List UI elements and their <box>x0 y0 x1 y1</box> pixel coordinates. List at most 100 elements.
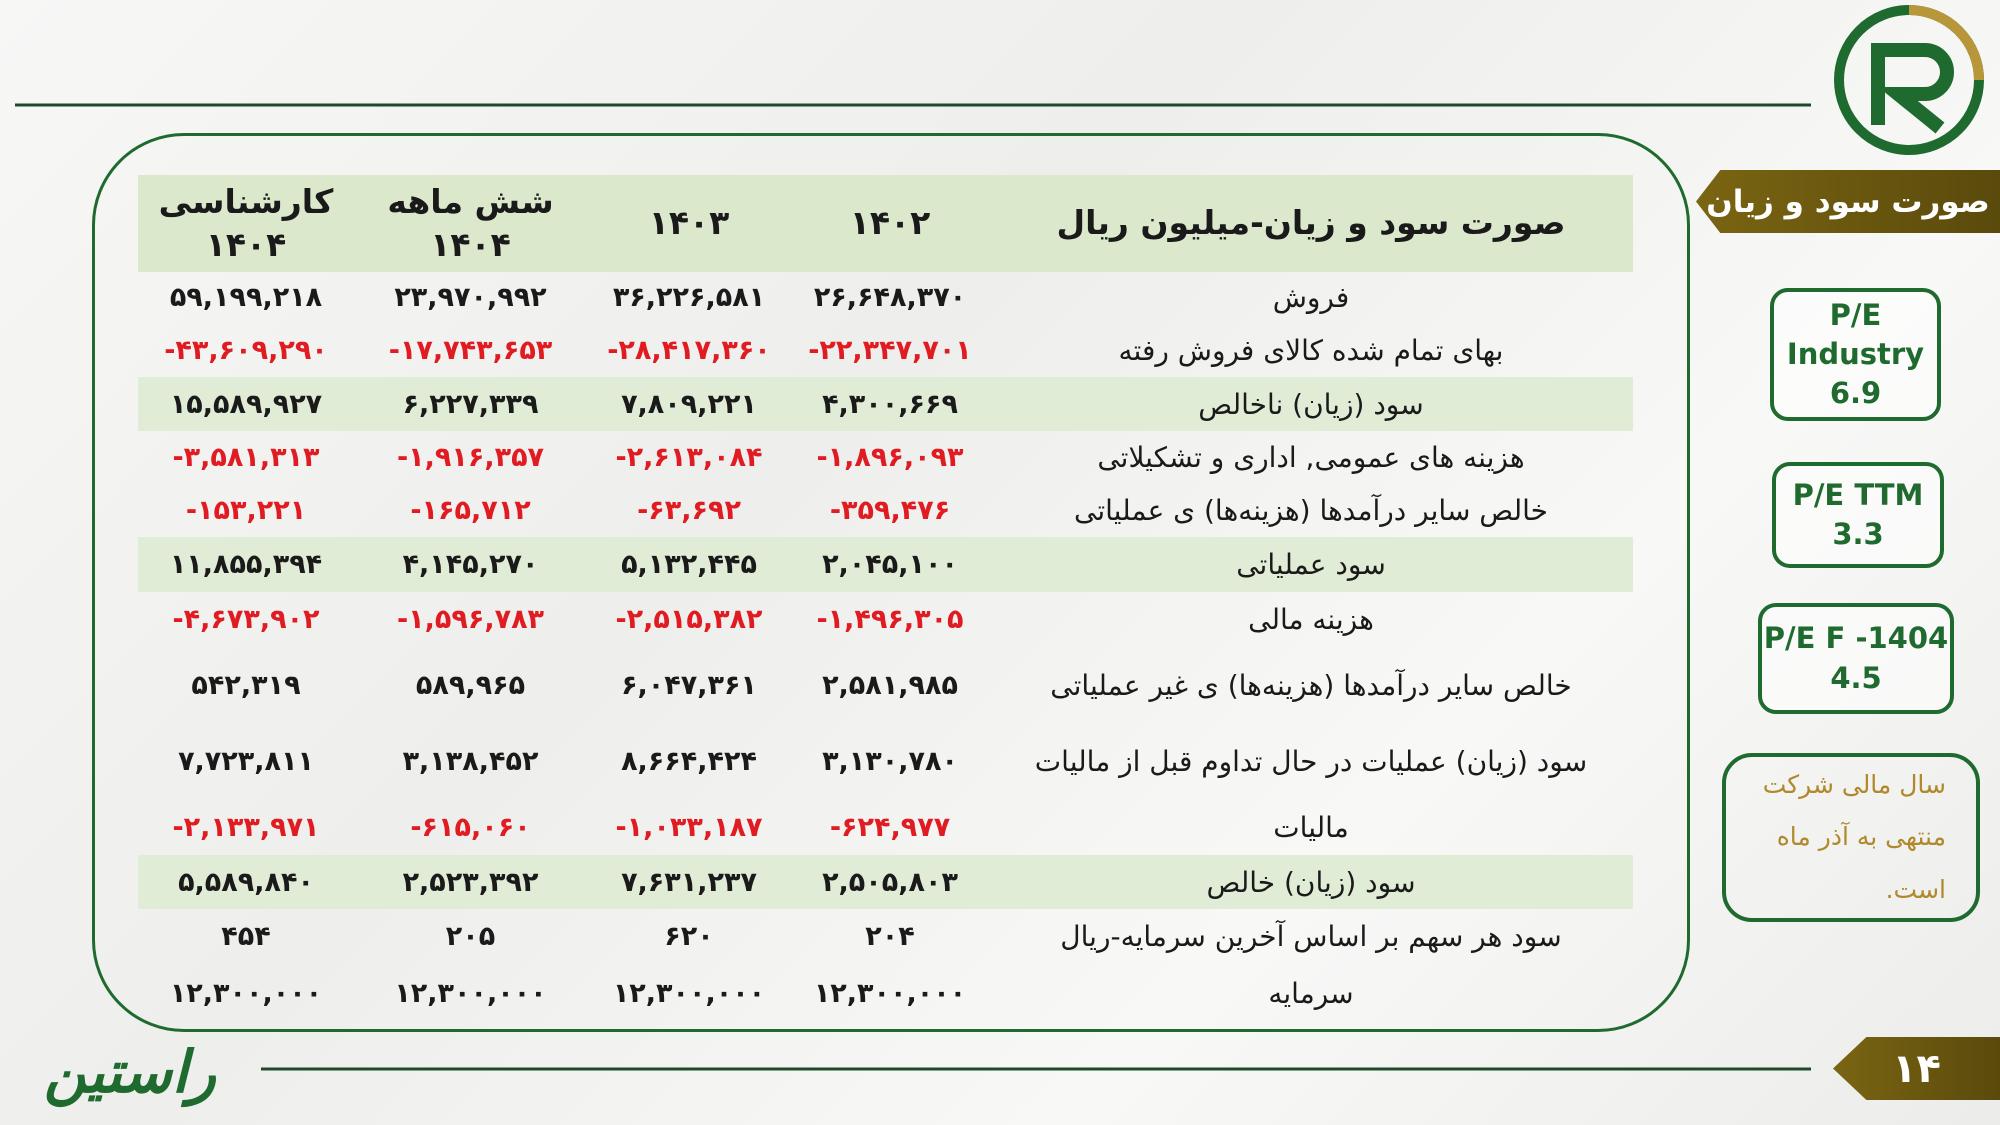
cell-value: ۷,۶۳۱,۲۳۷ <box>587 855 791 909</box>
cell-value: -۱,۸۹۶,۰۹۳ <box>816 441 964 473</box>
cell-value: ۳,۱۳۰,۷۸۰ <box>822 746 958 777</box>
table-row: مالیات -۶۲۴,۹۷۷ -۱,۰۳۳,۱۸۷ -۶۱۵,۰۶۰ -۲,۱۳۳,۹… <box>138 799 1633 855</box>
row-label: هزینه مالی <box>1248 602 1374 636</box>
page-number: ۱۴ <box>1833 1037 2000 1100</box>
cell-value: -۱,۴۹۶,۳۰۵ <box>816 603 964 635</box>
cell-value: -۱,۵۹۶,۷۸۳ <box>396 603 545 635</box>
table-row: هزینه مالی -۱,۴۹۶,۳۰۵ -۲,۵۱۵,۳۸۲ -۱,۵۹۶,۷۸۳… <box>138 592 1633 646</box>
pe-label: P/E TTM <box>1792 477 1924 512</box>
table-row: سود هر سهم بر اساس آخرین سرمایه-ریال ۲۰۴ ۶… <box>138 909 1633 963</box>
cell-value: -۴,۶۷۳,۹۰۲ <box>172 603 320 635</box>
cell-value: ۱۲,۳۰۰,۰۰۰ <box>612 977 766 1009</box>
pe-value: 4.5 <box>1830 660 1882 695</box>
pe-box: P/E TTM 3.3 <box>1772 462 1944 568</box>
cell-value: -۴۳,۶۰۹,۲۹۰ <box>164 334 328 366</box>
logo <box>1834 5 1984 155</box>
cell-value: -۳۵۹,۴۷۶ <box>829 494 951 526</box>
cell-value: -۲۸,۴۱۷,۳۶۰ <box>607 334 771 366</box>
cell-value: ۵,۵۸۹,۸۴۰ <box>138 855 354 909</box>
cell-value: -۶۳,۶۹۲ <box>637 494 741 526</box>
cell-value: -۱۵۳,۲۲۱ <box>185 494 307 526</box>
note-text: سال مالی شرکت منتهی به آذر ماه است. <box>1762 769 1946 904</box>
row-label: سود عملیاتی <box>989 537 1633 592</box>
header-row: صورت سود و زیان-میلیون ریال ۱۴۰۲ ۱۴۰۳ شش ما… <box>138 175 1633 272</box>
cell-value: -۶۲۴,۹۷۷ <box>829 811 951 843</box>
cell-value: ۱۵,۵۸۹,۹۲۷ <box>138 377 354 431</box>
cell-value: ۱۲,۳۰۰,۰۰۰ <box>169 977 323 1009</box>
table-row: خالص سایر درآمدها (هزینه‌ها) ی عملیاتی -۳… <box>138 483 1633 537</box>
cell-value: ۴۵۴ <box>221 920 271 952</box>
cell-value: ۱۲,۳۰۰,۰۰۰ <box>813 977 967 1009</box>
cell-value: ۲,۵۸۱,۹۸۵ <box>822 669 958 701</box>
cell-value: ۸,۶۶۴,۴۲۴ <box>621 746 757 777</box>
cell-value: ۵۸۹,۹۶۵ <box>415 669 526 701</box>
cell-value: -۱۶۵,۷۱۲ <box>410 494 531 526</box>
row-label: مالیات <box>1273 810 1349 844</box>
cell-value: -۱,۹۱۶,۳۵۷ <box>396 441 545 473</box>
cell-value: ۵۹,۱۹۹,۲۱۸ <box>169 282 323 313</box>
cell-value: ۷,۸۰۹,۲۲۱ <box>587 377 791 431</box>
column-header: کارشناسی ۱۴۰۴ <box>138 175 354 272</box>
row-label: سود هر سهم بر اساس آخرین سرمایه-ریال <box>1060 919 1562 953</box>
cell-value: -۱۷,۷۴۳,۶۵۳ <box>388 334 553 366</box>
row-label: فروش <box>1272 281 1350 314</box>
row-label: سود (زیان) عملیات در حال تداوم قبل از ما… <box>1034 745 1588 778</box>
cell-value: -۲,۱۳۳,۹۷۱ <box>172 811 320 843</box>
cell-value: ۴,۱۴۵,۲۷۰ <box>354 537 587 592</box>
cell-value: ۶,۲۲۷,۳۳۹ <box>354 377 587 431</box>
table-row: سرمایه ۱۲,۳۰۰,۰۰۰ ۱۲,۳۰۰,۰۰۰ ۱۲,۳۰۰,۰۰۰ ۱۲,۳… <box>138 963 1633 1023</box>
cell-value: ۵,۱۳۲,۴۴۵ <box>587 537 791 592</box>
table-row: بهای تمام شده کالای فروش رفته -۲۲,۳۴۷,۷۰۱… <box>138 323 1633 377</box>
table-row: سود (زیان) عملیات در حال تداوم قبل از ما… <box>138 724 1633 799</box>
pe-value: 6.9 <box>1829 376 1882 411</box>
brand-logo: راستین <box>44 1038 216 1106</box>
cell-value: -۲,۶۱۳,۰۸۴ <box>615 441 763 473</box>
column-header: ۱۴۰۲ <box>791 175 989 272</box>
table-frame <box>92 133 1690 1032</box>
cell-value: -۲,۵۱۵,۳۸۲ <box>615 603 763 635</box>
table-row: سود عملیاتی ۲,۰۴۵,۱۰۰ ۵,۱۳۲,۴۴۵ ۴,۱۴۵,۲۷۰ ۱۱… <box>138 537 1633 592</box>
cell-value: ۵۴۲,۳۱۹ <box>191 669 301 701</box>
pe-value: 3.3 <box>1832 517 1884 551</box>
table-row: سود (زیان) ناخالص ۴,۳۰۰,۶۶۹ ۷,۸۰۹,۲۲۱ ۶,۲۲۷… <box>138 377 1633 431</box>
cell-value: ۶,۰۴۷,۳۶۱ <box>621 669 757 701</box>
table-row: سود (زیان) خالص ۲,۵۰۵,۸۰۳ ۷,۶۳۱,۲۳۷ ۲,۵۲۳,۳… <box>138 855 1633 909</box>
cell-value: ۲,۵۲۳,۳۹۲ <box>354 855 587 909</box>
cell-value: ۲,۵۰۵,۸۰۳ <box>791 855 989 909</box>
column-header: شش ماهه ۱۴۰۴ <box>354 175 587 272</box>
row-label: بهای تمام شده کالای فروش رفته <box>1118 333 1504 367</box>
fiscal-note: سال مالی شرکت منتهی به آذر ماه است. <box>1722 753 1980 922</box>
cell-value: -۳,۵۸۱,۳۱۳ <box>172 441 320 473</box>
cell-value: -۱,۰۳۳,۱۸۷ <box>615 811 763 843</box>
row-label: سرمایه <box>1268 976 1354 1010</box>
pe-label: P/E F -1404 <box>1763 621 1949 656</box>
column-header: ۱۴۰۳ <box>587 175 791 272</box>
row-label: هزینه های عمومی, اداری و تشکیلاتی <box>1097 440 1525 474</box>
cell-value: ۲۶,۶۴۸,۳۷۰ <box>813 282 967 313</box>
cell-value: ۳,۱۳۸,۴۵۲ <box>402 746 539 777</box>
pe-box: P/E Industry 6.9 <box>1770 288 1941 421</box>
table-row: فروش ۲۶,۶۴۸,۳۷۰ ۳۶,۲۲۶,۵۸۱ ۲۳,۹۷۰,۹۹۲ ۵۹,۱۹۹… <box>138 272 1633 323</box>
cell-value: ۲,۰۴۵,۱۰۰ <box>791 537 989 592</box>
table-body: فروش ۲۶,۶۴۸,۳۷۰ ۳۶,۲۲۶,۵۸۱ ۲۳,۹۷۰,۹۹۲ ۵۹,۱۹۹… <box>138 272 1633 1023</box>
cell-value: ۲۰۵ <box>445 920 496 952</box>
pe-label: P/E Industry <box>1786 297 1925 371</box>
row-label: خالص سایر درآمدها (هزینه‌ها) ی غیر عملیا… <box>1050 668 1572 702</box>
cell-value: ۶۲۰ <box>664 920 714 952</box>
row-label: سود (زیان) خالص <box>989 855 1633 909</box>
cell-value: ۲۰۴ <box>865 920 915 952</box>
cell-value: ۱۱,۸۵۵,۳۹۴ <box>138 537 354 592</box>
cell-value: ۳۶,۲۲۶,۵۸۱ <box>612 282 766 313</box>
cell-value: ۷,۷۲۳,۸۱۱ <box>178 746 314 777</box>
cell-value: -۶۱۵,۰۶۰ <box>410 811 531 843</box>
column-header: صورت سود و زیان-میلیون ریال <box>989 175 1633 272</box>
income-table: صورت سود و زیان-میلیون ریال ۱۴۰۲ ۱۴۰۳ شش ما… <box>138 175 1633 1023</box>
table-row: خالص سایر درآمدها (هزینه‌ها) ی غیر عملیا… <box>138 646 1633 724</box>
section-title: صورت سود و زیان <box>1696 170 2000 233</box>
cell-value: ۱۲,۳۰۰,۰۰۰ <box>394 977 547 1009</box>
row-label: سود (زیان) ناخالص <box>989 377 1633 431</box>
cell-value: -۲۲,۳۴۷,۷۰۱ <box>808 334 972 366</box>
cell-value: ۲۳,۹۷۰,۹۹۲ <box>394 282 547 313</box>
